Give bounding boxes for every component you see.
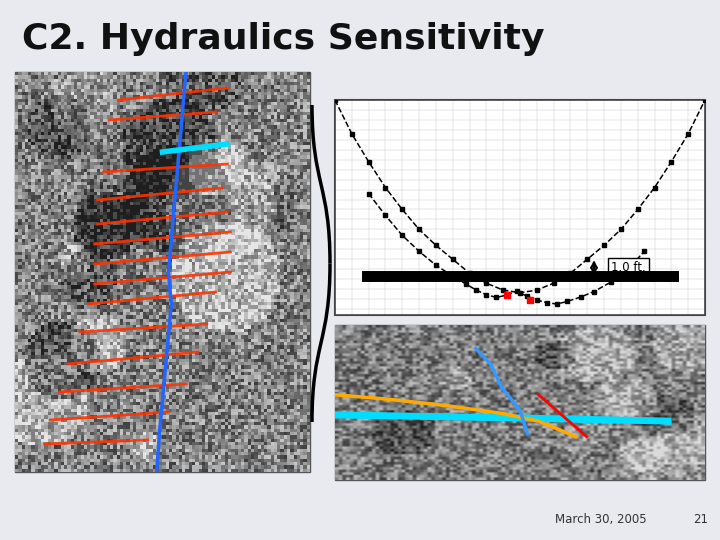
FancyBboxPatch shape [341,259,453,299]
FancyBboxPatch shape [15,72,310,472]
Text: March 30, 2005: March 30, 2005 [555,513,647,526]
Text: Lower n-values
With structures: Lower n-values With structures [359,267,435,291]
Text: Model A  vs.  Model B: Model A vs. Model B [434,113,576,126]
FancyBboxPatch shape [341,140,453,182]
Text: C2. Hydraulics Sensitivity: C2. Hydraulics Sensitivity [22,22,544,56]
Text: 21: 21 [693,513,708,526]
Text: Higher n-values
With structures): Higher n-values With structures) [358,150,436,173]
Text: 1.0 ft.: 1.0 ft. [611,261,646,274]
FancyBboxPatch shape [335,100,705,315]
FancyBboxPatch shape [335,325,705,480]
FancyBboxPatch shape [426,106,585,134]
